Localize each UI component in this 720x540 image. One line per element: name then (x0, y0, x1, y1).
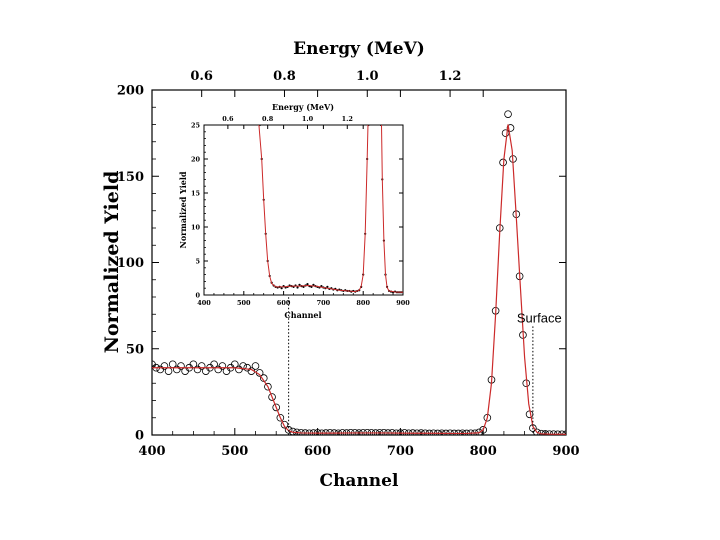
inset-plot: 400 500 600 700 800 900 0 5 10 15 20 25 0.6 0.8 1.0 1… (178, 102, 410, 320)
y-tick-label: 150 (117, 170, 144, 185)
energy-tick-label: 1.2 (439, 69, 462, 84)
main-top-axis-label: Energy (MeV) (293, 39, 425, 59)
data-point (197, 362, 206, 370)
energy-tick-label: 0.6 (190, 69, 213, 84)
inset-x-ticks: 400 500 600 700 800 900 (197, 125, 410, 307)
inset-series (258, 125, 403, 294)
annotation-label: Surface (517, 310, 562, 325)
data-point (296, 286, 299, 289)
data-point (280, 420, 289, 429)
y-tick-label: 0 (135, 429, 144, 444)
data-point (251, 362, 260, 370)
x-tick-label: 500 (237, 299, 251, 307)
data-point (284, 426, 293, 434)
data-point (264, 382, 272, 391)
x-tick-label: 800 (356, 299, 370, 307)
data-point (173, 365, 181, 374)
data-point (533, 428, 541, 435)
inset-top-axis-label: Energy (MeV) (272, 102, 334, 112)
y-tick-label: 100 (117, 256, 144, 271)
x-tick-label: 800 (470, 444, 497, 459)
data-point (218, 362, 227, 370)
main-top-energy-ticks: 0.6 0.8 1.0 1.2 (190, 69, 461, 97)
data-point (164, 367, 173, 375)
y-tick-label: 10 (191, 223, 201, 231)
inset-y-axis-label: Normalized Yield (178, 171, 188, 248)
main-x-ticks: 400 500 600 700 800 900 (138, 90, 580, 459)
data-point (235, 365, 243, 374)
y-tick-label: 15 (191, 189, 201, 197)
data-point (268, 393, 276, 401)
x-tick-label: 400 (197, 299, 211, 307)
data-point (525, 410, 534, 419)
x-tick-label: 900 (396, 299, 410, 307)
x-tick-label: 500 (221, 444, 248, 459)
y-tick-label: 20 (191, 155, 201, 163)
data-point (306, 283, 309, 286)
inset-background (200, 124, 403, 295)
x-tick-label: 400 (138, 444, 165, 459)
data-point (272, 403, 281, 412)
y-tick-label: 5 (195, 257, 200, 265)
data-point (239, 362, 247, 370)
fit-line-fit (258, 125, 369, 293)
inset-y-ticks: 0 5 10 15 20 25 (191, 121, 403, 299)
inset-x-axis-label: Channel (284, 310, 321, 320)
x-tick-label: 700 (317, 299, 331, 307)
energy-tick-label: 1.2 (342, 115, 353, 123)
data-point (276, 413, 285, 422)
data-point (193, 365, 202, 374)
energy-tick-label: 0.6 (222, 115, 234, 123)
y-tick-label: 25 (191, 121, 201, 129)
x-tick-label: 600 (277, 299, 291, 307)
x-tick-label: 700 (387, 444, 414, 459)
main-y-axis-label: Normalized Yield (101, 171, 123, 354)
fit-line-fit-right (381, 125, 403, 293)
y-tick-label: 50 (126, 342, 144, 357)
inset-top-energy-ticks: 0.6 0.8 1.0 1.2 (222, 115, 353, 129)
y-tick-label: 0 (195, 291, 200, 299)
x-tick-label: 600 (304, 444, 331, 459)
data-point (156, 365, 165, 374)
data-point (501, 129, 510, 137)
energy-tick-label: 0.8 (273, 69, 296, 84)
data-point (479, 426, 488, 434)
data-point (222, 367, 231, 375)
fit-line-fit (152, 124, 566, 435)
energy-tick-label: 1.0 (356, 69, 379, 84)
data-point (298, 283, 301, 286)
energy-tick-label: 1.0 (302, 115, 314, 123)
data-point (202, 367, 210, 375)
data-point (504, 110, 512, 118)
y-tick-label: 200 (117, 84, 144, 99)
data-point (243, 363, 252, 372)
main-x-axis-label: Channel (320, 471, 399, 491)
data-point (177, 362, 185, 370)
data-point (160, 362, 169, 370)
data-point (181, 367, 189, 375)
data-point (214, 365, 223, 374)
energy-tick-label: 0.8 (262, 115, 274, 123)
data-point (312, 283, 315, 286)
x-tick-label: 900 (552, 444, 579, 459)
data-point (326, 285, 329, 288)
data-point (280, 287, 283, 290)
